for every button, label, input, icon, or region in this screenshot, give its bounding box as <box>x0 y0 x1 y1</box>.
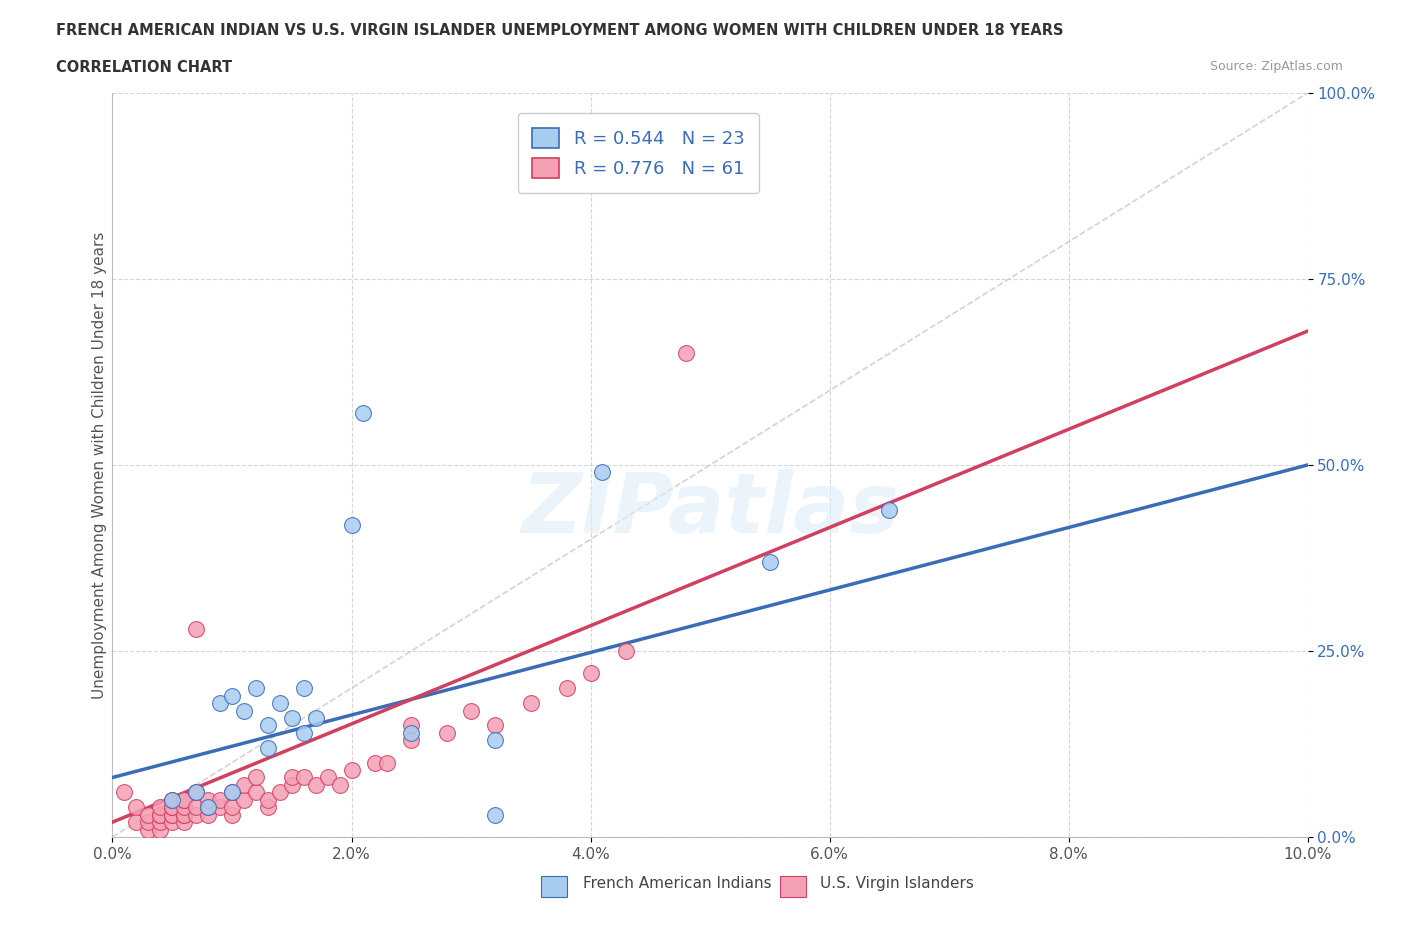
Point <box>125 815 148 830</box>
Text: ZIPatlas: ZIPatlas <box>522 469 898 551</box>
Point <box>233 703 256 718</box>
Point <box>401 725 423 740</box>
Point <box>162 807 183 822</box>
Point <box>125 800 148 815</box>
Point <box>305 711 328 725</box>
Point <box>879 502 901 517</box>
Point <box>162 800 183 815</box>
Point <box>173 807 195 822</box>
Point <box>197 807 219 822</box>
Point <box>162 792 183 807</box>
Point <box>484 718 506 733</box>
Point <box>292 725 315 740</box>
Point <box>281 770 304 785</box>
Point <box>436 725 458 740</box>
Point <box>173 807 195 822</box>
Point <box>114 785 135 800</box>
Point <box>401 733 423 748</box>
Point <box>186 785 208 800</box>
Point <box>555 681 578 696</box>
Point <box>364 755 387 770</box>
Point <box>759 554 782 569</box>
Point <box>257 740 280 755</box>
Point <box>292 681 315 696</box>
Point <box>257 800 280 815</box>
Point <box>233 792 256 807</box>
Point <box>281 777 304 792</box>
Legend: R = 0.544   N = 23, R = 0.776   N = 61: R = 0.544 N = 23, R = 0.776 N = 61 <box>517 113 759 193</box>
Point <box>197 800 219 815</box>
Point <box>592 465 614 480</box>
Point <box>209 800 232 815</box>
Point <box>149 800 172 815</box>
Point <box>281 711 304 725</box>
Point <box>221 688 243 703</box>
Text: CORRELATION CHART: CORRELATION CHART <box>56 60 232 75</box>
Point <box>138 815 160 830</box>
Point <box>162 792 183 807</box>
Point <box>173 792 195 807</box>
Point <box>401 718 423 733</box>
Point <box>579 666 602 681</box>
Point <box>209 792 232 807</box>
Point <box>186 621 208 636</box>
Point <box>233 777 256 792</box>
Point <box>221 800 243 815</box>
Point <box>186 785 208 800</box>
Y-axis label: Unemployment Among Women with Children Under 18 years: Unemployment Among Women with Children U… <box>91 232 107 698</box>
Point <box>162 815 183 830</box>
Point <box>197 800 219 815</box>
Point <box>353 405 375 420</box>
Point <box>245 785 267 800</box>
Text: U.S. Virgin Islanders: U.S. Virgin Islanders <box>820 876 973 891</box>
Point <box>162 800 183 815</box>
Point <box>340 517 363 532</box>
Point <box>675 346 697 361</box>
Point <box>149 822 172 837</box>
Text: French American Indians: French American Indians <box>583 876 772 891</box>
Point <box>292 770 315 785</box>
Point <box>209 696 232 711</box>
Point <box>257 718 280 733</box>
Point <box>377 755 399 770</box>
Point <box>221 807 243 822</box>
Point <box>484 733 506 748</box>
Point <box>149 815 172 830</box>
Point <box>305 777 328 792</box>
Point <box>484 807 506 822</box>
Point <box>257 792 280 807</box>
Point <box>186 807 208 822</box>
Point <box>221 785 243 800</box>
Point <box>269 785 291 800</box>
Point <box>316 770 339 785</box>
Point <box>138 807 160 822</box>
Text: FRENCH AMERICAN INDIAN VS U.S. VIRGIN ISLANDER UNEMPLOYMENT AMONG WOMEN WITH CHI: FRENCH AMERICAN INDIAN VS U.S. VIRGIN IS… <box>56 23 1064 38</box>
Point <box>460 703 482 718</box>
Point <box>197 792 219 807</box>
Text: Source: ZipAtlas.com: Source: ZipAtlas.com <box>1209 60 1343 73</box>
Point <box>269 696 291 711</box>
Point <box>520 696 543 711</box>
Point <box>149 807 172 822</box>
Point <box>162 807 183 822</box>
Point <box>138 822 160 837</box>
Point <box>173 800 195 815</box>
Point <box>616 644 638 658</box>
Point <box>245 681 267 696</box>
Point <box>186 800 208 815</box>
Point <box>329 777 352 792</box>
Point <box>173 792 195 807</box>
Point <box>221 785 243 800</box>
Point <box>245 770 267 785</box>
Point <box>149 807 172 822</box>
Point <box>340 763 363 777</box>
Point <box>173 815 195 830</box>
